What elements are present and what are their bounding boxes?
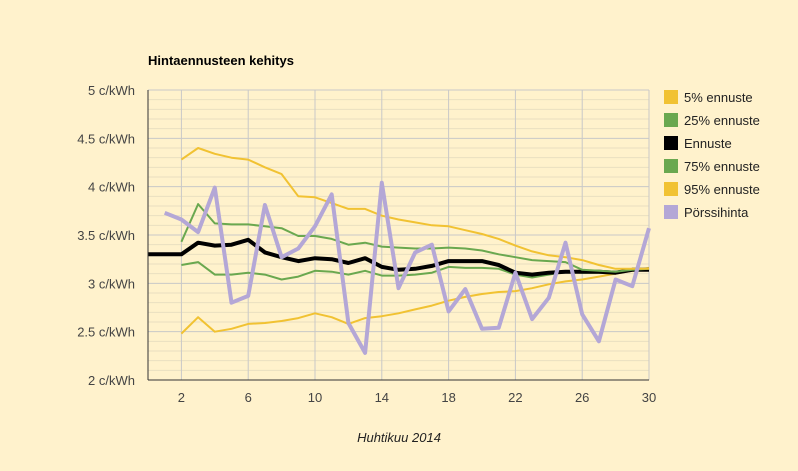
x-tick-label: 10 (308, 390, 322, 405)
legend-swatch (664, 182, 678, 196)
y-axis-ticks: 2 c/kWh 2.5 c/kWh 3 c/kWh 3.5 c/kWh 4 c/kWh 4… (77, 83, 135, 388)
series-line-ennuste (148, 237, 649, 277)
chart-title: Hintaennusteen kehitys (148, 53, 294, 68)
legend-label: 95% ennuste (684, 182, 760, 197)
y-tick-label: 3 c/kWh (88, 276, 135, 291)
x-tick-label: 22 (508, 390, 522, 405)
x-tick-label: 26 (575, 390, 589, 405)
series-lines (148, 147, 651, 355)
legend-label: Pörssihinta (684, 205, 749, 220)
y-tick-label: 4 c/kWh (88, 180, 135, 195)
series-line-p-rssihinta (163, 180, 651, 355)
series-line-5-ennuste (180, 266, 650, 335)
legend-swatch (664, 113, 678, 127)
x-tick-label: 2 (178, 390, 185, 405)
x-tick-label: 30 (642, 390, 656, 405)
y-tick-label: 4.5 c/kWh (77, 131, 135, 146)
legend-swatch (664, 90, 678, 104)
x-tick-label: 18 (441, 390, 455, 405)
x-tick-label: 6 (245, 390, 252, 405)
y-tick-label: 5 c/kWh (88, 83, 135, 98)
x-axis-ticks: 2 6 10 14 18 22 26 30 (178, 390, 656, 405)
x-tick-label: 14 (375, 390, 389, 405)
x-axis-label: Huhtikuu 2014 (357, 430, 441, 445)
legend-swatch (664, 205, 678, 219)
legend-label: Ennuste (684, 136, 732, 151)
legend-label: 25% ennuste (684, 113, 760, 128)
y-tick-label: 2.5 c/kWh (77, 325, 135, 340)
legend-label: 75% ennuste (684, 159, 760, 174)
legend-swatch (664, 136, 678, 150)
legend-label: 5% ennuste (684, 90, 753, 105)
legend: 5% ennuste 25% ennuste Ennuste 75% ennuste 9… (664, 90, 760, 220)
legend-swatch (664, 159, 678, 173)
y-tick-label: 3.5 c/kWh (77, 228, 135, 243)
y-tick-label: 2 c/kWh (88, 373, 135, 388)
